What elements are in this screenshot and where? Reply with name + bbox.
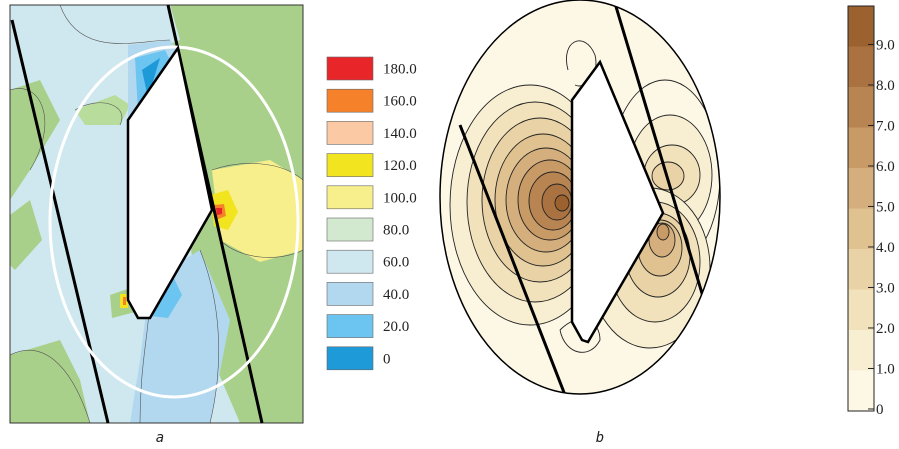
legend-swatch	[326, 88, 374, 113]
panel-b-circle-border	[439, 0, 721, 395]
colorbar-tick-label: 2.0	[876, 321, 895, 337]
legend-swatch	[326, 153, 374, 177]
fault-line-left	[10, 19, 110, 424]
colorbar-tick-label: 6.0	[876, 159, 895, 175]
colorbar-segment	[848, 127, 874, 169]
cavity-polygon-a	[126, 44, 214, 320]
legend-label: 180.0	[383, 62, 417, 78]
panel-a-frame	[9, 4, 304, 424]
legend-label: 80.0	[383, 223, 409, 239]
colorbar-segment	[848, 330, 874, 371]
legend-swatch	[326, 314, 374, 338]
field-80-left-patch	[10, 80, 60, 200]
colorbar-segment	[848, 87, 874, 128]
colorbar-segment	[848, 168, 874, 209]
caption-a: a	[156, 430, 164, 446]
legend-swatch	[326, 56, 374, 81]
field-80-bottom-left	[10, 340, 90, 423]
legend-label: 0	[383, 351, 391, 367]
colorbar-segment	[848, 6, 874, 47]
legend-swatch	[326, 121, 374, 145]
colorbar-tick-label: 1.0	[876, 361, 895, 377]
legend-swatch	[326, 282, 374, 306]
field-80-right-region	[120, 5, 303, 423]
colorbar-tick-label: 0	[876, 402, 884, 418]
left-lobe-contours	[449, 84, 611, 326]
panel-a-contour-map	[9, 4, 304, 424]
legend-swatch	[326, 249, 374, 274]
legend-label: 100.0	[383, 190, 417, 206]
legend-label: 120.0	[383, 158, 417, 174]
field-160-lower-spot	[123, 297, 126, 305]
caption-b: b	[596, 430, 604, 446]
field-100-right	[212, 160, 303, 262]
legend-label: 40.0	[383, 287, 409, 303]
cavity-polygon-b	[570, 59, 665, 344]
colorbar-segment	[848, 249, 874, 290]
colorbar-segment	[848, 208, 874, 250]
legend-label: 140.0	[383, 126, 417, 142]
field-80-left-patch-2	[10, 200, 42, 270]
fault-line-b-left	[458, 124, 567, 394]
colorbar-frame	[847, 5, 875, 412]
colorbar-segment	[848, 370, 874, 412]
colorbar-tick-label: 3.0	[876, 280, 895, 296]
colorbar-tick-label: 4.0	[876, 240, 895, 256]
influence-ellipse	[48, 45, 300, 399]
panel-b-contour-map	[439, 0, 721, 395]
panel-b-colorbar: 9.0 8.0 7.0 6.0 5.0 4.0 3.0 2.0 1.0 0	[847, 5, 895, 418]
legend-swatch	[326, 185, 374, 210]
legend-label: 20.0	[383, 319, 409, 335]
colorbar-segment	[848, 289, 874, 331]
colorbar-tick-label: 9.0	[876, 37, 895, 53]
colorbar-tick-label: 8.0	[876, 78, 895, 94]
legend-label: 60.0	[383, 255, 409, 271]
legend-label: 160.0	[383, 94, 417, 110]
legend-swatch	[326, 217, 374, 242]
field-180-spot	[216, 208, 222, 215]
field-80-small-patch	[75, 95, 130, 125]
colorbar-tick-label: 5.0	[876, 199, 895, 215]
legend-swatch	[326, 346, 374, 371]
field-0-top	[142, 58, 160, 98]
panel-a-legend: 180.0 160.0 140.0 120.0 100.0 80.0 60.0 40.0 20.…	[326, 56, 417, 371]
colorbar-segment	[848, 46, 874, 88]
colorbar-tick-label: 7.0	[876, 118, 895, 134]
